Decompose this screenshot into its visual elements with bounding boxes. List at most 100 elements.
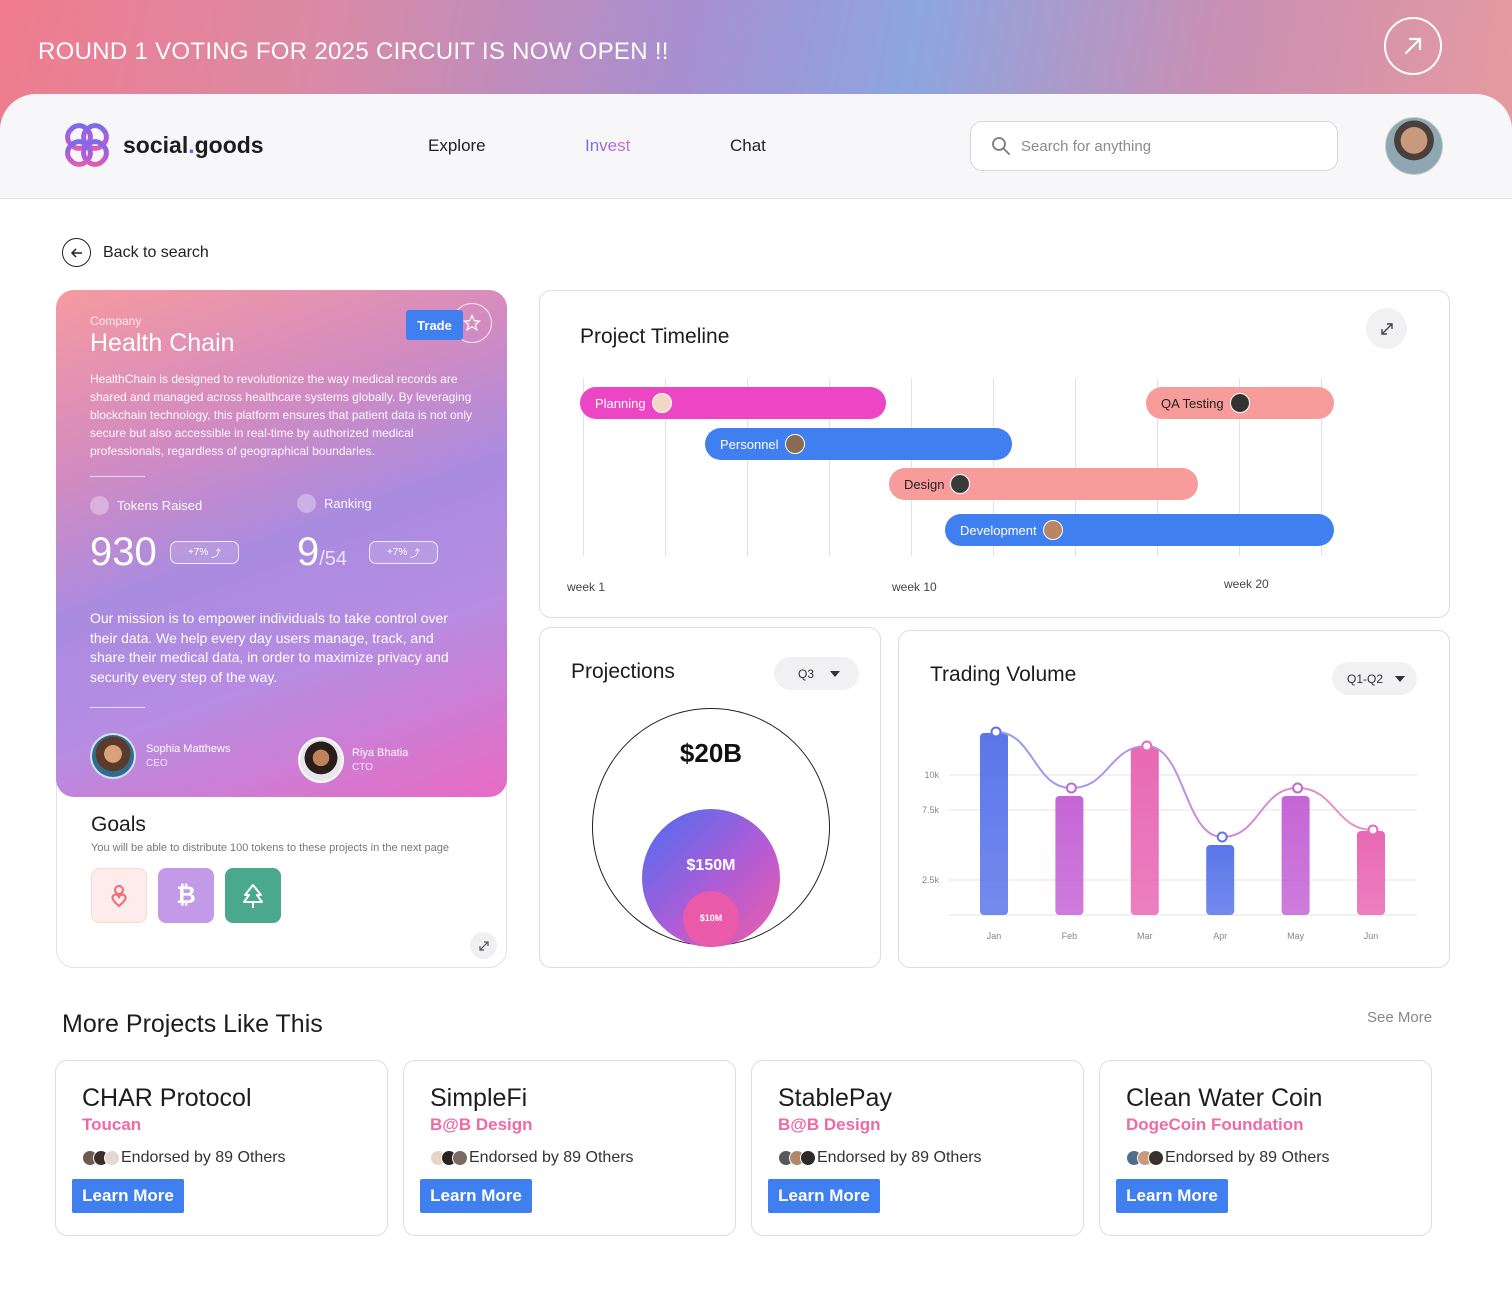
search-box	[970, 121, 1338, 171]
learn-more-button[interactable]: Learn More	[1116, 1179, 1228, 1213]
tokens-raised-value: 930	[90, 530, 157, 574]
project-name: SimpleFi	[430, 1084, 528, 1112]
search-icon	[992, 137, 1010, 155]
divider	[90, 707, 145, 708]
bar-feb	[1055, 796, 1084, 915]
bitcoin-icon: ₿	[176, 881, 196, 909]
projections-title: Projections	[571, 660, 675, 683]
see-more-link[interactable]: See More	[1367, 1009, 1433, 1026]
trend-point	[1367, 824, 1379, 836]
task-personnel[interactable]: Personnel	[705, 428, 1012, 460]
bar-jan	[980, 733, 1008, 915]
person-role: CTO	[352, 762, 373, 773]
bar-mar	[1130, 747, 1159, 915]
task-design[interactable]: Design	[889, 468, 1198, 500]
week-label: week 1	[567, 580, 606, 594]
nav-explore[interactable]: Explore	[428, 136, 486, 155]
avatar-group	[1126, 1150, 1164, 1166]
avatar	[1229, 393, 1250, 413]
person-cto[interactable]: Riya Bhatia CTO	[298, 737, 408, 783]
trading-volume-title: Trading Volume	[930, 663, 1077, 686]
task-development[interactable]: Development	[945, 514, 1334, 546]
endorsement: Endorsed by 89 Others	[778, 1149, 982, 1167]
avatar	[1042, 520, 1063, 540]
learn-more-button[interactable]: Learn More	[420, 1179, 532, 1213]
back-to-search-link[interactable]: Back to search	[62, 238, 209, 267]
ranking-change-badge: +7% ⤴	[369, 541, 438, 564]
social-goods-logo-icon[interactable]	[62, 120, 112, 170]
banner-open-button[interactable]	[1384, 17, 1442, 75]
x-tick-label: Apr	[1213, 931, 1227, 941]
project-card: StablePay B@B Design Endorsed by 89 Othe…	[751, 1060, 1084, 1236]
endorsement: Endorsed by 89 Others	[430, 1149, 634, 1167]
endorsement: Endorsed by 89 Others	[82, 1149, 286, 1167]
nav-chat[interactable]: Chat	[730, 136, 766, 155]
x-tick-label: Feb	[1062, 931, 1078, 941]
arrow-left-icon	[62, 238, 91, 267]
timeline-expand-button[interactable]	[1366, 308, 1407, 349]
y-tick-label: 7.5k	[922, 805, 940, 815]
person-ceo[interactable]: Sophia Matthews CEO	[90, 733, 230, 779]
avatar	[784, 434, 805, 454]
projection-value-small: $10M	[699, 913, 723, 923]
goals-title: Goals	[91, 813, 146, 836]
trend-line	[995, 731, 1374, 839]
project-name: CHAR Protocol	[82, 1084, 252, 1112]
divider	[90, 476, 145, 477]
learn-more-button[interactable]: Learn More	[768, 1179, 880, 1213]
task-qa-testing[interactable]: QA Testing	[1146, 387, 1334, 419]
avatar	[651, 393, 672, 413]
goal-environment[interactable]	[225, 868, 281, 923]
trend-up-icon: ⤴	[410, 549, 421, 560]
trading-period-dropdown[interactable]: Q1-Q2	[1332, 662, 1417, 695]
back-label: Back to search	[103, 243, 209, 261]
person-role: CEO	[146, 758, 168, 769]
ranking-label: Ranking	[297, 494, 372, 513]
company-name: Health Chain	[90, 329, 235, 357]
project-card: SimpleFi B@B Design Endorsed by 89 Other…	[403, 1060, 736, 1236]
trade-button[interactable]: Trade	[406, 310, 463, 340]
company-caption: Company	[90, 314, 142, 328]
task-planning[interactable]: Planning	[580, 387, 886, 419]
project-card: Clean Water Coin DogeCoin Foundation End…	[1099, 1060, 1432, 1236]
banner-text: ROUND 1 VOTING FOR 2025 CIRCUIT IS NOW O…	[38, 38, 669, 65]
arrow-up-right-icon	[1404, 37, 1422, 55]
projections-bubbles	[592, 708, 830, 947]
expand-icon	[478, 940, 489, 951]
company-hero: Company Health Chain Trade HealthChain i…	[56, 290, 507, 797]
trend-point	[990, 726, 1002, 738]
token-icon	[90, 496, 109, 515]
search-input[interactable]	[1021, 137, 1321, 155]
goal-crypto[interactable]: ₿	[158, 868, 214, 923]
user-avatar[interactable]	[1385, 117, 1443, 175]
chevron-down-icon	[1395, 675, 1406, 682]
trend-point	[1065, 782, 1077, 794]
avatar-group	[82, 1150, 120, 1166]
goal-health[interactable]	[91, 868, 147, 923]
chevron-down-icon	[830, 670, 841, 677]
person-name: Sophia Matthews	[146, 743, 231, 755]
projections-period-dropdown[interactable]: Q3	[774, 657, 859, 690]
learn-more-button[interactable]: Learn More	[72, 1179, 184, 1213]
project-name: StablePay	[778, 1084, 892, 1112]
ranking-value: 9/54	[297, 530, 348, 574]
x-tick-label: Jan	[987, 931, 1002, 941]
bar-jun	[1357, 831, 1385, 915]
timeline-title: Project Timeline	[580, 325, 730, 348]
y-tick-label: 2.5k	[922, 875, 940, 885]
expand-icon	[1380, 322, 1393, 335]
goals-expand-button[interactable]	[470, 932, 497, 959]
nav-invest[interactable]: Invest	[585, 136, 631, 155]
goals-subtitle: You will be able to distribute 100 token…	[91, 842, 449, 854]
week-label: week 10	[892, 580, 937, 594]
project-org: B@B Design	[778, 1115, 881, 1134]
more-projects-title: More Projects Like This	[62, 1010, 323, 1038]
project-card: CHAR Protocol Toucan Endorsed by 89 Othe…	[55, 1060, 388, 1236]
star-icon	[463, 314, 481, 332]
tree-icon	[243, 883, 263, 908]
y-tick-label: 10k	[924, 770, 939, 780]
projection-value-large: $20B	[679, 738, 743, 768]
avatar	[90, 733, 136, 779]
endorsement: Endorsed by 89 Others	[1126, 1149, 1330, 1167]
trend-point	[1216, 831, 1228, 843]
